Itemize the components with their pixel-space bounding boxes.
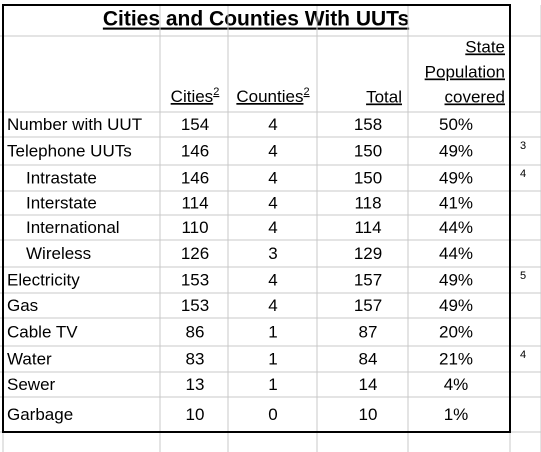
row-label: Electricity [7, 270, 80, 289]
title: Cities and Counties With UUTs [103, 8, 409, 31]
column-header: State [465, 37, 505, 56]
cell: 150 [354, 168, 382, 187]
cell: 4 [268, 141, 277, 160]
cell: 4 [268, 193, 277, 212]
cell: 129 [354, 244, 382, 263]
cell: 118 [354, 193, 381, 212]
row-label: Cable TV [7, 322, 78, 341]
header-text: Cities [171, 87, 214, 106]
cell: 44% [439, 218, 473, 237]
row-label: Interstate [26, 193, 97, 212]
cell: 146 [181, 141, 209, 160]
footnote-mark: 3 [520, 140, 526, 152]
cell: 4 [268, 168, 277, 187]
cell: 150 [354, 141, 382, 160]
cell: 114 [181, 193, 208, 212]
cell: 114 [354, 218, 381, 237]
cell: 14 [359, 375, 378, 394]
row-label: Wireless [26, 244, 91, 263]
column-header: covered [445, 87, 505, 106]
cell: 146 [181, 168, 209, 187]
cell: 1 [268, 349, 277, 368]
cell: 4 [268, 296, 277, 315]
cell: 13 [186, 375, 205, 394]
cell: 1 [268, 375, 277, 394]
cell: 4 [268, 115, 277, 134]
column-header: Counties2 [236, 86, 309, 107]
row-label: Water [7, 349, 52, 368]
cell: 157 [354, 270, 382, 289]
cell: 21% [439, 349, 473, 368]
cell: 1 [268, 322, 277, 341]
cell: 4 [268, 218, 277, 237]
cell: 49% [439, 296, 473, 315]
cell: 126 [181, 244, 209, 263]
cell: 87 [359, 322, 378, 341]
cell: 49% [439, 270, 473, 289]
cell: 83 [186, 349, 205, 368]
row-label: International [26, 218, 120, 237]
column-header: Total [366, 87, 402, 106]
cell: 157 [354, 296, 382, 315]
row-label: Garbage [7, 405, 73, 424]
cell: 110 [181, 218, 208, 237]
table-border [2, 4, 511, 433]
header-superscript: 2 [303, 86, 309, 98]
cell: 153 [181, 296, 209, 315]
cell: 10 [186, 405, 205, 424]
cell: 154 [181, 115, 209, 134]
row-label: Sewer [7, 375, 56, 394]
cell: 1% [444, 405, 469, 424]
cell: 84 [359, 349, 378, 368]
footnote-mark: 4 [520, 349, 526, 361]
cell: 49% [439, 168, 473, 187]
cell: 4 [268, 270, 277, 289]
cell: 10 [359, 405, 378, 424]
column-header: Cities2 [171, 86, 220, 107]
cell: 153 [181, 270, 209, 289]
column-header: Population [425, 62, 505, 81]
row-label: Intrastate [26, 168, 97, 187]
row-label: Telephone UUTs [7, 141, 132, 160]
cell: 44% [439, 244, 473, 263]
cell: 41% [439, 193, 473, 212]
cell: 3 [268, 244, 277, 263]
cell: 86 [186, 322, 205, 341]
footnote-mark: 4 [520, 168, 526, 180]
cell: 4% [444, 375, 469, 394]
cell: 0 [268, 405, 277, 424]
row-label: Number with UUT [7, 115, 142, 134]
cell: 20% [439, 322, 473, 341]
header-text: Counties [236, 87, 303, 106]
cell: 158 [354, 115, 382, 134]
cell: 49% [439, 141, 473, 160]
footnote-mark: 5 [520, 270, 526, 282]
header-superscript: 2 [213, 86, 219, 98]
cell: 50% [439, 115, 473, 134]
row-label: Gas [7, 296, 38, 315]
